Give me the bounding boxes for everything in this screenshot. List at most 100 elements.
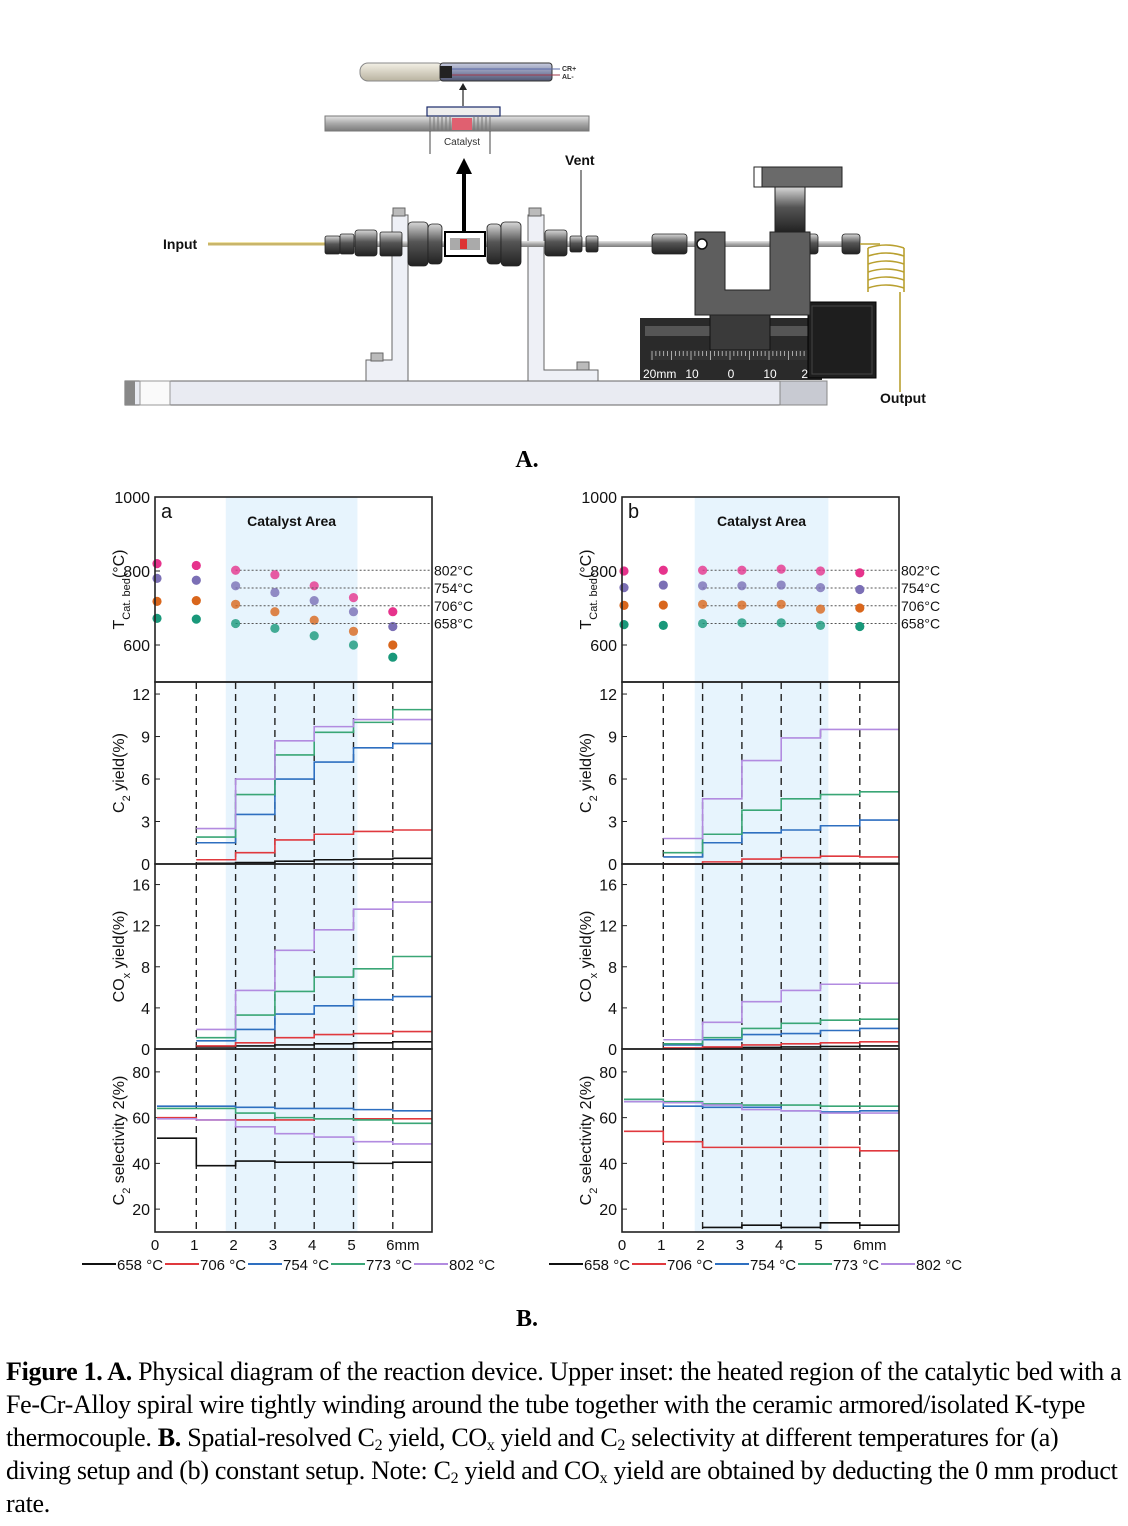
temperature-point bbox=[619, 620, 629, 630]
y-tick-label: 1000 bbox=[581, 490, 617, 507]
temperature-point bbox=[658, 565, 668, 575]
temperature-point bbox=[231, 599, 241, 609]
carriage-bracket bbox=[694, 166, 843, 316]
y-axis-label-main: T bbox=[111, 619, 128, 629]
y-tick-label: 60 bbox=[599, 1111, 617, 1128]
panel-label: b bbox=[628, 501, 639, 523]
setpoint-label: 706°C bbox=[901, 598, 940, 614]
x-tick-label: 6mm bbox=[853, 1237, 886, 1254]
temperature-point bbox=[309, 631, 319, 641]
subplot-frame bbox=[154, 1048, 433, 1233]
temperature-point bbox=[658, 620, 668, 630]
caption-text: yield, CO bbox=[382, 1423, 487, 1452]
subplot-cox-yield: 0 4 8 12 16 COx yield(%) bbox=[578, 863, 900, 1059]
subplot-frame bbox=[621, 1048, 900, 1233]
temperature-point bbox=[388, 640, 398, 650]
y-axis-label-main: CO bbox=[578, 978, 595, 1002]
caption-text: yield and C bbox=[494, 1423, 618, 1452]
temperature-point bbox=[855, 584, 865, 595]
temperature-point bbox=[191, 575, 201, 585]
x-tick-label: 2 bbox=[696, 1237, 704, 1254]
temperature-point bbox=[152, 613, 162, 623]
y-tick-label: 3 bbox=[608, 815, 617, 832]
catalyst-bed bbox=[452, 118, 472, 130]
temperature-point bbox=[270, 623, 280, 633]
ruler-label: 0 bbox=[728, 367, 735, 381]
temperature-point bbox=[737, 618, 747, 628]
legend-label: 658 °C bbox=[584, 1257, 630, 1274]
legend-label: 658 °C bbox=[117, 1257, 163, 1274]
catalyst-label: Catalyst bbox=[444, 137, 480, 148]
y-tick-label: 1000 bbox=[114, 490, 150, 507]
setpoint-label: 706°C bbox=[434, 598, 473, 614]
y-tick-label: 0 bbox=[141, 857, 150, 874]
y-tick-label: 6 bbox=[141, 772, 150, 789]
caption-subscript: 2 bbox=[450, 1470, 459, 1487]
tube-fittings bbox=[324, 221, 861, 267]
temperature-point bbox=[619, 566, 629, 576]
y-axis-label: C2 selectivity 2(%) bbox=[111, 1076, 133, 1206]
y-tick-label: 40 bbox=[599, 1156, 617, 1173]
temperature-point bbox=[737, 581, 747, 591]
stepper-motor bbox=[807, 301, 877, 379]
y-tick-label: 12 bbox=[599, 687, 617, 704]
heated-tube-inset: Catalyst bbox=[324, 106, 590, 154]
y-tick-label: 20 bbox=[132, 1202, 150, 1219]
legend-label: 802 °C bbox=[449, 1257, 495, 1274]
panel-label: a bbox=[161, 501, 173, 523]
temperature-point bbox=[737, 565, 747, 575]
ruler-label: 10 bbox=[763, 367, 777, 381]
series-line-706 bbox=[196, 829, 433, 861]
subplot-c2-yield: 0 3 6 9 12 C2 yield(%) bbox=[111, 681, 433, 874]
temperature-point bbox=[815, 620, 826, 630]
series-line-658 bbox=[702, 1222, 900, 1229]
temperature-point bbox=[348, 626, 359, 636]
setpoint-label: 754°C bbox=[901, 580, 940, 596]
subplot-temperature: 600 800 1000 TCat. bed(°C) 802°C 754°C 706°C 65… bbox=[111, 490, 473, 683]
setpoint-label: 658°C bbox=[901, 616, 940, 632]
y-axis-label-sub: Cat. bed bbox=[588, 578, 600, 620]
temperature-point bbox=[152, 573, 162, 584]
temperature-point bbox=[191, 560, 201, 571]
y-tick-label: 20 bbox=[599, 1202, 617, 1219]
legend-label: 773 °C bbox=[366, 1257, 412, 1274]
ruler-label: 10 bbox=[685, 367, 699, 381]
y-tick-label: 8 bbox=[141, 960, 150, 977]
y-tick-label: 4 bbox=[141, 1001, 150, 1018]
figure-caption: Figure 1. A. Physical diagram of the rea… bbox=[6, 1355, 1124, 1520]
y-axis-label-suffix: selectivity 2(%) bbox=[578, 1076, 595, 1188]
y-axis-label-main: C bbox=[111, 801, 128, 813]
temperature-point bbox=[348, 593, 359, 603]
temperature-point bbox=[855, 568, 865, 578]
temperature-point bbox=[152, 559, 162, 569]
y-axis-label: COx yield(%) bbox=[111, 911, 133, 1003]
caption-subscript: x bbox=[486, 1437, 495, 1454]
caption-bold-label: B. bbox=[157, 1423, 182, 1452]
input-label: Input bbox=[163, 236, 198, 252]
temperature-point bbox=[191, 596, 201, 606]
temperature-point bbox=[270, 587, 280, 598]
temperature-point bbox=[348, 607, 359, 617]
temperature-point bbox=[309, 581, 319, 591]
caption-text: selectivity at different temperatures fo… bbox=[6, 1423, 1059, 1485]
y-axis-label-sub: 2 bbox=[588, 1188, 600, 1194]
temperature-point bbox=[855, 621, 865, 632]
legend-label: 706 °C bbox=[200, 1257, 246, 1274]
x-tick-label: 1 bbox=[657, 1237, 665, 1254]
temperature-point bbox=[231, 618, 241, 629]
series-line-754 bbox=[624, 1100, 900, 1113]
y-tick-label: 80 bbox=[132, 1065, 150, 1082]
linear-stage: 20mm 10 0 10 20 bbox=[640, 301, 877, 381]
temperature-point bbox=[388, 652, 398, 662]
section-a-label: A. bbox=[515, 447, 538, 473]
caption-subscript: 2 bbox=[617, 1437, 626, 1454]
y-axis-label-sub: Cat. bed bbox=[121, 578, 133, 620]
temperature-point bbox=[815, 604, 826, 614]
legend-label: 754 °C bbox=[750, 1257, 796, 1274]
caption-subscript: x bbox=[599, 1470, 608, 1487]
y-axis-label-sub: 2 bbox=[588, 795, 600, 801]
temperature-point bbox=[231, 581, 241, 591]
subplot-c2-yield: 0 3 6 9 12 C2 yield(%) bbox=[578, 681, 900, 874]
y-tick-label: 9 bbox=[608, 730, 617, 747]
